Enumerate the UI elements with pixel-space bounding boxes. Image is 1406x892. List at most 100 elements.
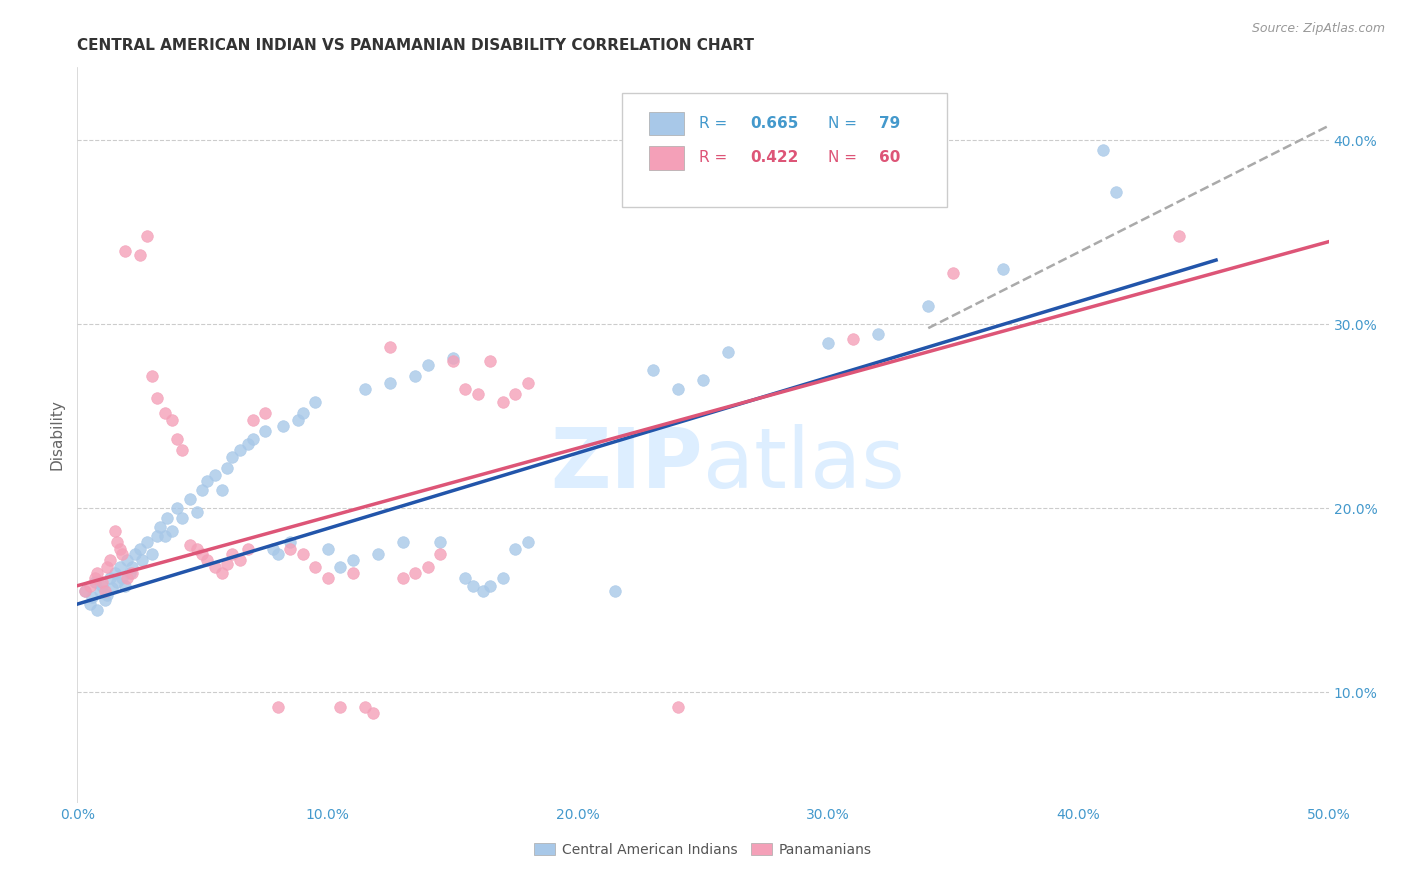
Point [391,534,413,549]
Point [942,266,965,280]
Text: Source: ZipAtlas.com: Source: ZipAtlas.com [1251,22,1385,36]
Point [98,553,121,567]
Point [162,413,184,427]
Point [114,244,136,258]
Point [516,534,538,549]
Point [236,541,259,556]
Point [354,700,377,714]
Point [141,548,163,562]
Point [94,584,117,599]
Point [868,326,890,341]
Point [146,529,169,543]
Point [221,450,243,464]
Point [454,382,477,396]
Point [166,501,188,516]
Point [105,534,128,549]
Point [82,590,104,604]
Point [191,483,214,497]
Point [605,584,627,599]
Point [118,566,141,580]
Point [229,442,252,457]
Point [104,524,127,538]
Point [197,474,219,488]
Point [124,548,146,562]
Point [111,548,134,562]
Point [503,387,526,401]
Point [467,387,489,401]
Point [96,560,118,574]
Point [1167,229,1189,244]
Point [179,492,201,507]
Point [479,579,502,593]
Text: 0.665: 0.665 [751,116,799,131]
Point [492,394,515,409]
Point [253,424,276,438]
Point [404,369,426,384]
Point [83,571,105,585]
Point [817,335,839,350]
Point [993,262,1015,277]
Point [441,354,464,368]
Point [86,566,108,580]
Point [211,566,233,580]
Point [211,483,233,497]
Point [454,571,477,585]
Point [242,413,264,427]
Point [666,700,689,714]
Point [179,538,201,552]
Point [666,382,689,396]
Point [221,548,243,562]
Point [73,584,96,599]
Point [692,373,714,387]
Point [329,700,352,714]
Point [329,560,352,574]
Point [271,418,294,433]
Point [146,391,169,405]
Point [441,351,464,365]
Point [98,571,121,585]
Text: ZIP: ZIP [551,424,703,505]
Text: atlas: atlas [703,424,904,505]
Point [217,557,239,571]
Point [262,541,284,556]
Point [917,299,939,313]
Point [316,571,339,585]
Point [367,548,389,562]
Bar [650,146,685,170]
Point [304,560,326,574]
Point [242,432,264,446]
Point [291,548,314,562]
Point [842,332,865,346]
Point [354,382,377,396]
Point [429,548,451,562]
Point [114,579,136,593]
Text: N =: N = [828,116,862,131]
Point [378,376,402,391]
Point [461,579,484,593]
Text: 79: 79 [879,116,901,131]
Point [291,406,314,420]
Point [86,602,108,616]
Point [492,571,515,585]
Text: N =: N = [828,150,862,165]
Point [416,358,439,372]
Point [503,541,526,556]
Y-axis label: Disability: Disability [49,400,65,470]
Point [304,394,326,409]
Point [641,363,664,377]
Point [378,339,402,353]
Point [101,581,124,595]
Point [342,553,364,567]
Point [79,579,101,593]
Point [236,437,259,451]
Point [153,406,176,420]
Point [404,566,426,580]
Point [172,510,194,524]
Point [266,700,288,714]
Text: CENTRAL AMERICAN INDIAN VS PANAMANIAN DISABILITY CORRELATION CHART: CENTRAL AMERICAN INDIAN VS PANAMANIAN DI… [77,38,755,54]
Point [287,413,309,427]
Point [1092,143,1115,157]
Point [316,541,339,556]
Point [141,369,163,384]
Point [416,560,439,574]
